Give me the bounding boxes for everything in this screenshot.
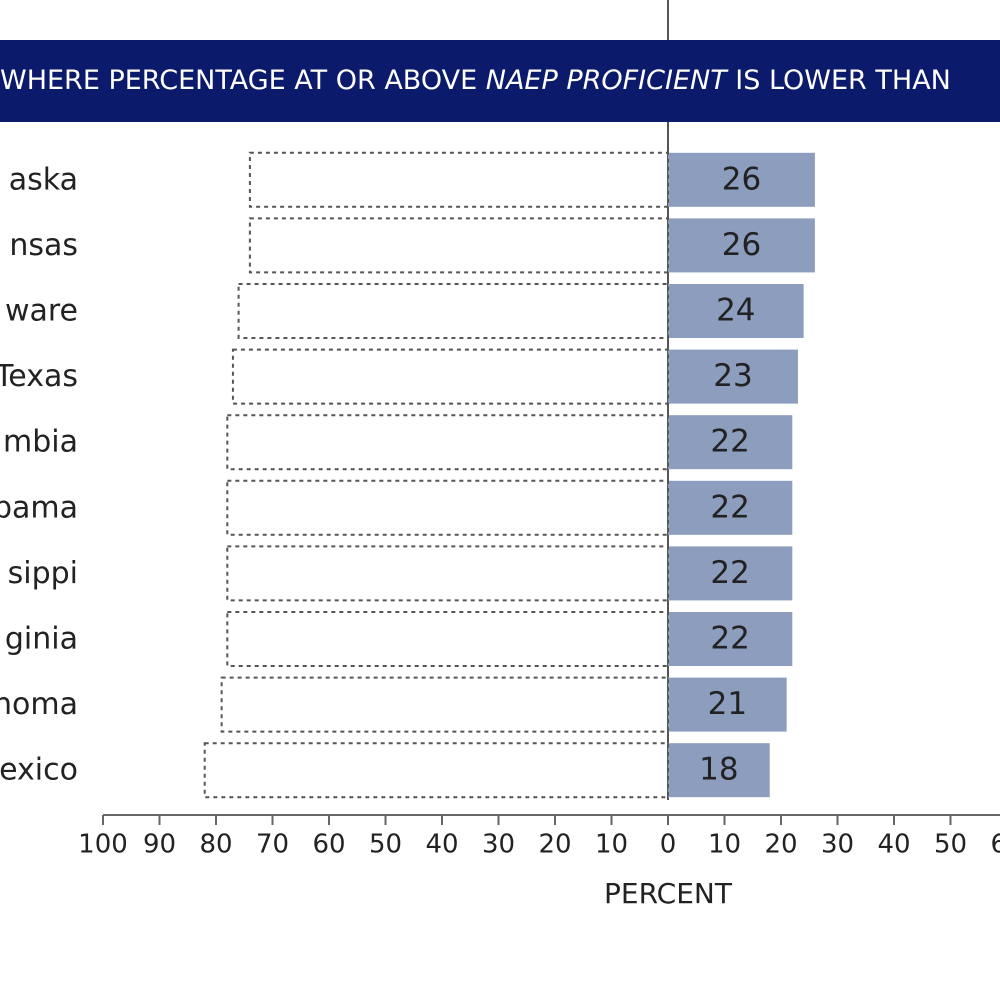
- x-tick-label: 60: [990, 830, 1000, 860]
- x-tick-label: 60: [312, 830, 345, 860]
- value-label: 18: [699, 752, 738, 788]
- complement-bar: [231, 348, 669, 405]
- category-label: bama: [0, 490, 78, 525]
- complement-bar: [248, 217, 669, 274]
- category-label: ware: [5, 294, 78, 329]
- x-tick-label: 0: [660, 830, 677, 860]
- chart-title: WHERE PERCENTAGE AT OR ABOVE NAEP PROFIC…: [0, 65, 951, 96]
- x-tick-label: 50: [369, 830, 402, 860]
- value-label: 24: [716, 293, 755, 329]
- category-label: nsas: [9, 228, 78, 263]
- x-axis-label: PERCENT: [604, 877, 733, 910]
- bar: [668, 677, 787, 732]
- bar: [668, 546, 793, 601]
- complement-bar: [226, 545, 670, 602]
- complement-bar: [226, 479, 670, 536]
- value-label: 26: [722, 227, 761, 263]
- value-label: 22: [710, 424, 749, 460]
- category-label: homa: [0, 687, 78, 722]
- complement-bar: [226, 414, 670, 471]
- value-label: 22: [710, 621, 749, 657]
- category-label: Texas: [0, 359, 78, 394]
- x-tick-label: 100: [78, 830, 128, 860]
- complement-bar: [203, 742, 669, 799]
- complement-bar: [237, 283, 669, 339]
- bar: [668, 218, 815, 273]
- x-tick-label: 70: [256, 830, 289, 860]
- title-part: IS LOWER THAN: [727, 65, 951, 96]
- bar: [668, 152, 815, 207]
- x-tick-label: 30: [821, 830, 854, 860]
- category-label: aska: [9, 162, 78, 197]
- x-tick-label: 10: [708, 830, 741, 860]
- category-label: exico: [0, 753, 78, 788]
- x-tick-label: 20: [764, 830, 797, 860]
- bar: [668, 480, 793, 535]
- category-label: ginia: [5, 622, 78, 657]
- x-tick-label: 40: [425, 830, 458, 860]
- x-tick-label: 50: [934, 830, 967, 860]
- category-label: mbia: [3, 425, 78, 460]
- x-tick-label: 90: [143, 830, 176, 860]
- bar: [668, 612, 793, 666]
- value-label: 22: [710, 489, 749, 525]
- value-label: 22: [710, 555, 749, 591]
- value-label: 26: [722, 161, 761, 197]
- title-part: WHERE PERCENTAGE AT OR ABOVE: [0, 65, 486, 96]
- complement-bar: [226, 611, 670, 667]
- bar: [668, 743, 770, 798]
- value-label: 21: [708, 686, 747, 722]
- complement-bar: [220, 676, 669, 733]
- title-part: NAEP PROFICIENT: [486, 65, 729, 96]
- bar: [668, 284, 804, 338]
- x-tick-label: 40: [877, 830, 910, 860]
- bar: [668, 415, 793, 470]
- x-tick-label: 80: [199, 830, 232, 860]
- x-tick-label: 30: [482, 830, 515, 860]
- x-tick-label: 10: [595, 830, 628, 860]
- x-tick-label: 20: [538, 830, 571, 860]
- value-label: 23: [713, 358, 752, 394]
- title-band: [0, 40, 1000, 122]
- complement-bar: [248, 151, 669, 208]
- bar: [668, 349, 798, 404]
- category-label: sippi: [8, 556, 78, 591]
